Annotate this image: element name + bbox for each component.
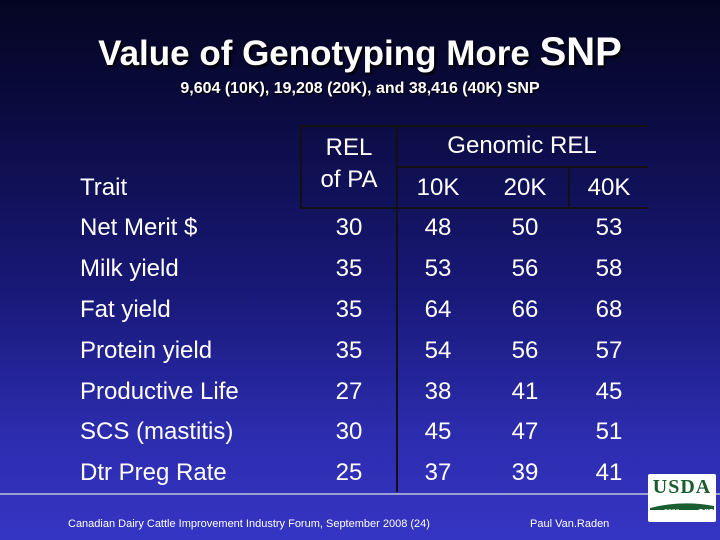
title-snp: SNP bbox=[539, 30, 622, 74]
rel-pa-value: 25 bbox=[335, 459, 363, 486]
g40k-value: 58 bbox=[595, 255, 623, 282]
g20k-value: 41 bbox=[511, 378, 539, 405]
g20k-value: 47 bbox=[511, 418, 539, 445]
table-rule-left bbox=[300, 126, 302, 208]
rel-pa-value: 30 bbox=[335, 418, 363, 445]
g40k-value: 68 bbox=[595, 296, 623, 323]
footer-event: Canadian Dairy Cattle Improvement Indust… bbox=[68, 518, 430, 530]
trait-name: Protein yield bbox=[80, 337, 213, 364]
g40k-value: 57 bbox=[595, 337, 623, 364]
table-rule-header bbox=[300, 207, 648, 209]
rel-header-line1: REL bbox=[325, 134, 373, 161]
trait-name: Net Merit $ bbox=[80, 214, 198, 241]
usda-logo-text: USDA bbox=[652, 476, 712, 498]
table-row: Protein yield 35 54 56 57 bbox=[0, 331, 720, 371]
trait-name: SCS (mastitis) bbox=[80, 418, 234, 445]
usda-swoosh-icon bbox=[650, 503, 714, 510]
rel-pa-value: 27 bbox=[335, 378, 363, 405]
table-row: Milk yield 35 53 56 58 bbox=[0, 249, 720, 289]
trait-header: Trait bbox=[80, 174, 128, 201]
rel-pa-value: 35 bbox=[335, 296, 363, 323]
table-rule-20k bbox=[568, 166, 570, 208]
table-rule-genomic bbox=[396, 166, 648, 168]
g10k-value: 53 bbox=[424, 255, 452, 282]
g10k-value: 48 bbox=[424, 214, 452, 241]
trait-name: Fat yield bbox=[80, 296, 171, 323]
g40k-value: 41 bbox=[595, 459, 623, 486]
rel-pa-value: 35 bbox=[335, 255, 363, 282]
g40k-value: 45 bbox=[595, 378, 623, 405]
g20k-value: 56 bbox=[511, 337, 539, 364]
col-40k-header: 40K bbox=[587, 174, 631, 201]
rel-header-line2: of PA bbox=[320, 166, 378, 193]
col-20k-header: 20K bbox=[503, 174, 547, 201]
trait-name: Productive Life bbox=[80, 378, 239, 405]
title-main: Value of Genotyping More bbox=[98, 34, 540, 73]
table-row: Dtr Preg Rate 25 37 39 41 bbox=[0, 453, 720, 493]
table-row: Fat yield 35 64 66 68 bbox=[0, 290, 720, 330]
table-row: SCS (mastitis) 30 45 47 51 bbox=[0, 412, 720, 452]
slide-title: Value of Genotyping More SNP bbox=[0, 30, 720, 75]
table-rule-rel bbox=[396, 126, 398, 492]
g40k-value: 53 bbox=[595, 214, 623, 241]
trait-name: Milk yield bbox=[80, 255, 179, 282]
table-rule-top bbox=[300, 125, 648, 127]
col-10k-header: 10K bbox=[416, 174, 460, 201]
rel-pa-value: 30 bbox=[335, 214, 363, 241]
table-row: Productive Life 27 38 41 45 bbox=[0, 372, 720, 412]
g40k-value: 51 bbox=[595, 418, 623, 445]
usda-logo: USDA bbox=[648, 474, 716, 522]
slide-subtitle: 9,604 (10K), 19,208 (20K), and 38,416 (4… bbox=[180, 80, 540, 97]
g20k-value: 39 bbox=[511, 459, 539, 486]
g20k-value: 56 bbox=[511, 255, 539, 282]
genomic-rel-header: Genomic REL bbox=[447, 132, 597, 159]
trait-name: Dtr Preg Rate bbox=[80, 459, 227, 486]
rel-pa-value: 35 bbox=[335, 337, 363, 364]
ars-badge: 2008 ars bbox=[652, 506, 716, 520]
footer-author: Paul Van.Raden bbox=[530, 518, 610, 530]
g10k-value: 38 bbox=[424, 378, 452, 405]
g20k-value: 50 bbox=[511, 214, 539, 241]
g10k-value: 45 bbox=[424, 418, 452, 445]
g10k-value: 54 bbox=[424, 337, 452, 364]
rel-pa-header: REL of PA bbox=[304, 132, 394, 196]
table-row: Net Merit $ 30 48 50 53 bbox=[0, 208, 720, 248]
footer-divider bbox=[0, 493, 720, 495]
g10k-value: 64 bbox=[424, 296, 452, 323]
g20k-value: 66 bbox=[511, 296, 539, 323]
g10k-value: 37 bbox=[424, 459, 452, 486]
ars-logo-icon: ars bbox=[697, 506, 714, 518]
logo-year: 2008 bbox=[664, 509, 680, 516]
